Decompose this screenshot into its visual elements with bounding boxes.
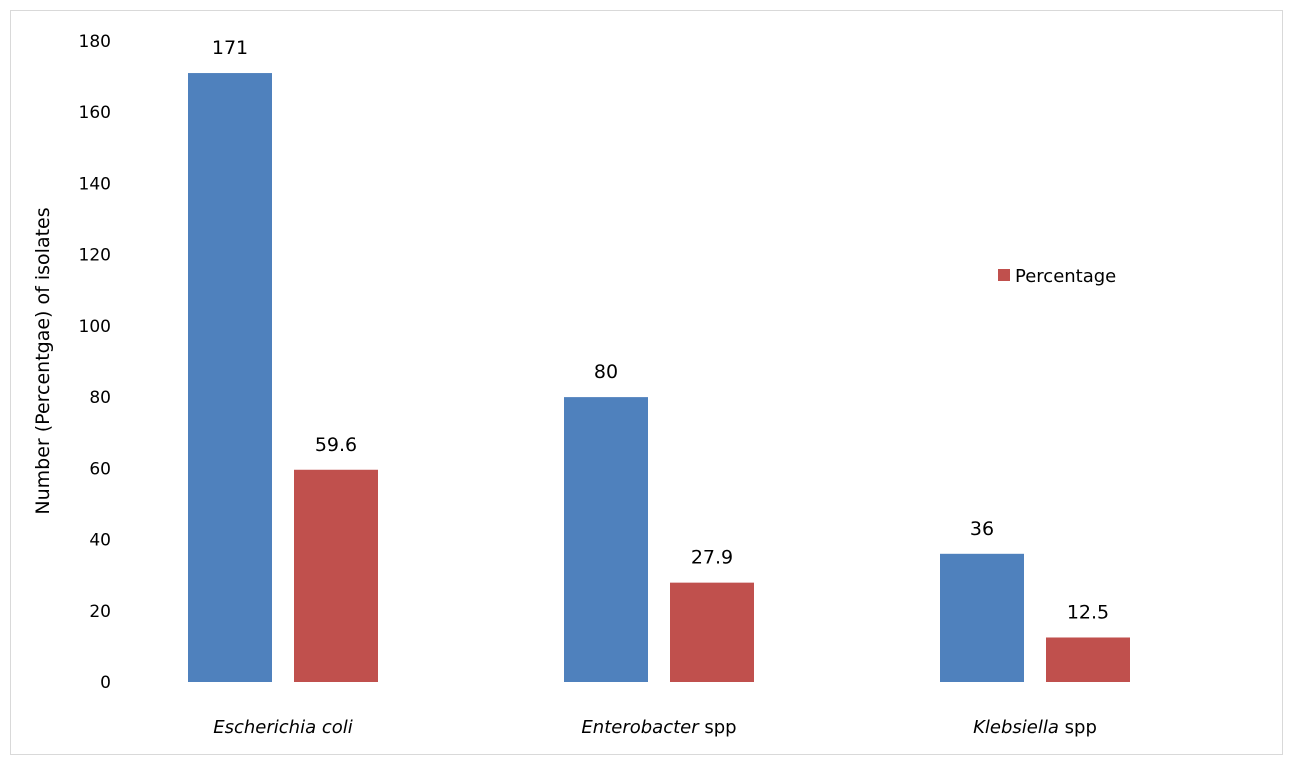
y-axis-ticks: 0 20 40 60 80 100 120 140 160 180 xyxy=(79,32,111,693)
data-labels: 171 80 36 59.6 27.9 12.5 xyxy=(212,37,1109,623)
bar-series-2-0 xyxy=(294,469,378,682)
category-label: Enterobacter spp xyxy=(581,717,736,738)
bar-series-2-1 xyxy=(670,582,754,682)
data-label: 171 xyxy=(212,37,248,59)
category-label-plain: spp xyxy=(1059,717,1097,738)
bar-series-1-0 xyxy=(188,73,272,683)
bar-series-2-2 xyxy=(1046,637,1130,682)
category-label-italic: Enterobacter xyxy=(581,717,700,738)
data-label: 12.5 xyxy=(1067,601,1109,623)
bar-series-1-2 xyxy=(940,553,1024,682)
y-tick-label: 180 xyxy=(79,32,111,52)
y-tick-label: 140 xyxy=(79,174,111,194)
bar-chart: Number (Percentgae) of isolates 0 20 40 60 8… xyxy=(32,32,1130,738)
bars xyxy=(188,73,1130,683)
y-tick-label: 20 xyxy=(89,602,111,622)
category-label-italic: Escherichia coli xyxy=(213,717,353,738)
y-tick-label: 60 xyxy=(89,459,111,479)
y-tick-label: 40 xyxy=(89,531,111,551)
y-axis-label: Number (Percentgae) of isolates xyxy=(32,207,54,514)
y-tick-label: 120 xyxy=(79,246,111,266)
bar-series-1-1 xyxy=(564,397,648,682)
legend-entry-label: Percentage xyxy=(1015,266,1116,287)
legend: Percentage xyxy=(998,266,1116,287)
y-tick-label: 0 xyxy=(100,673,111,693)
y-tick-label: 160 xyxy=(79,103,111,123)
category-label: Klebsiella spp xyxy=(973,717,1097,738)
category-label-italic: Klebsiella xyxy=(973,717,1059,738)
data-label: 59.6 xyxy=(315,434,357,456)
legend-swatch xyxy=(998,269,1010,281)
y-tick-label: 100 xyxy=(79,317,111,337)
data-label: 80 xyxy=(594,361,618,383)
category-label-plain: spp xyxy=(699,717,737,738)
data-label: 27.9 xyxy=(691,547,733,569)
chart-frame: Number (Percentgae) of isolates 0 20 40 60 8… xyxy=(10,10,1283,755)
y-tick-label: 80 xyxy=(89,388,111,408)
data-label: 36 xyxy=(970,518,994,540)
x-axis-categories: Escherichia coli Enterobacter spp Klebsiel… xyxy=(213,717,1097,738)
category-label: Escherichia coli xyxy=(213,717,353,738)
